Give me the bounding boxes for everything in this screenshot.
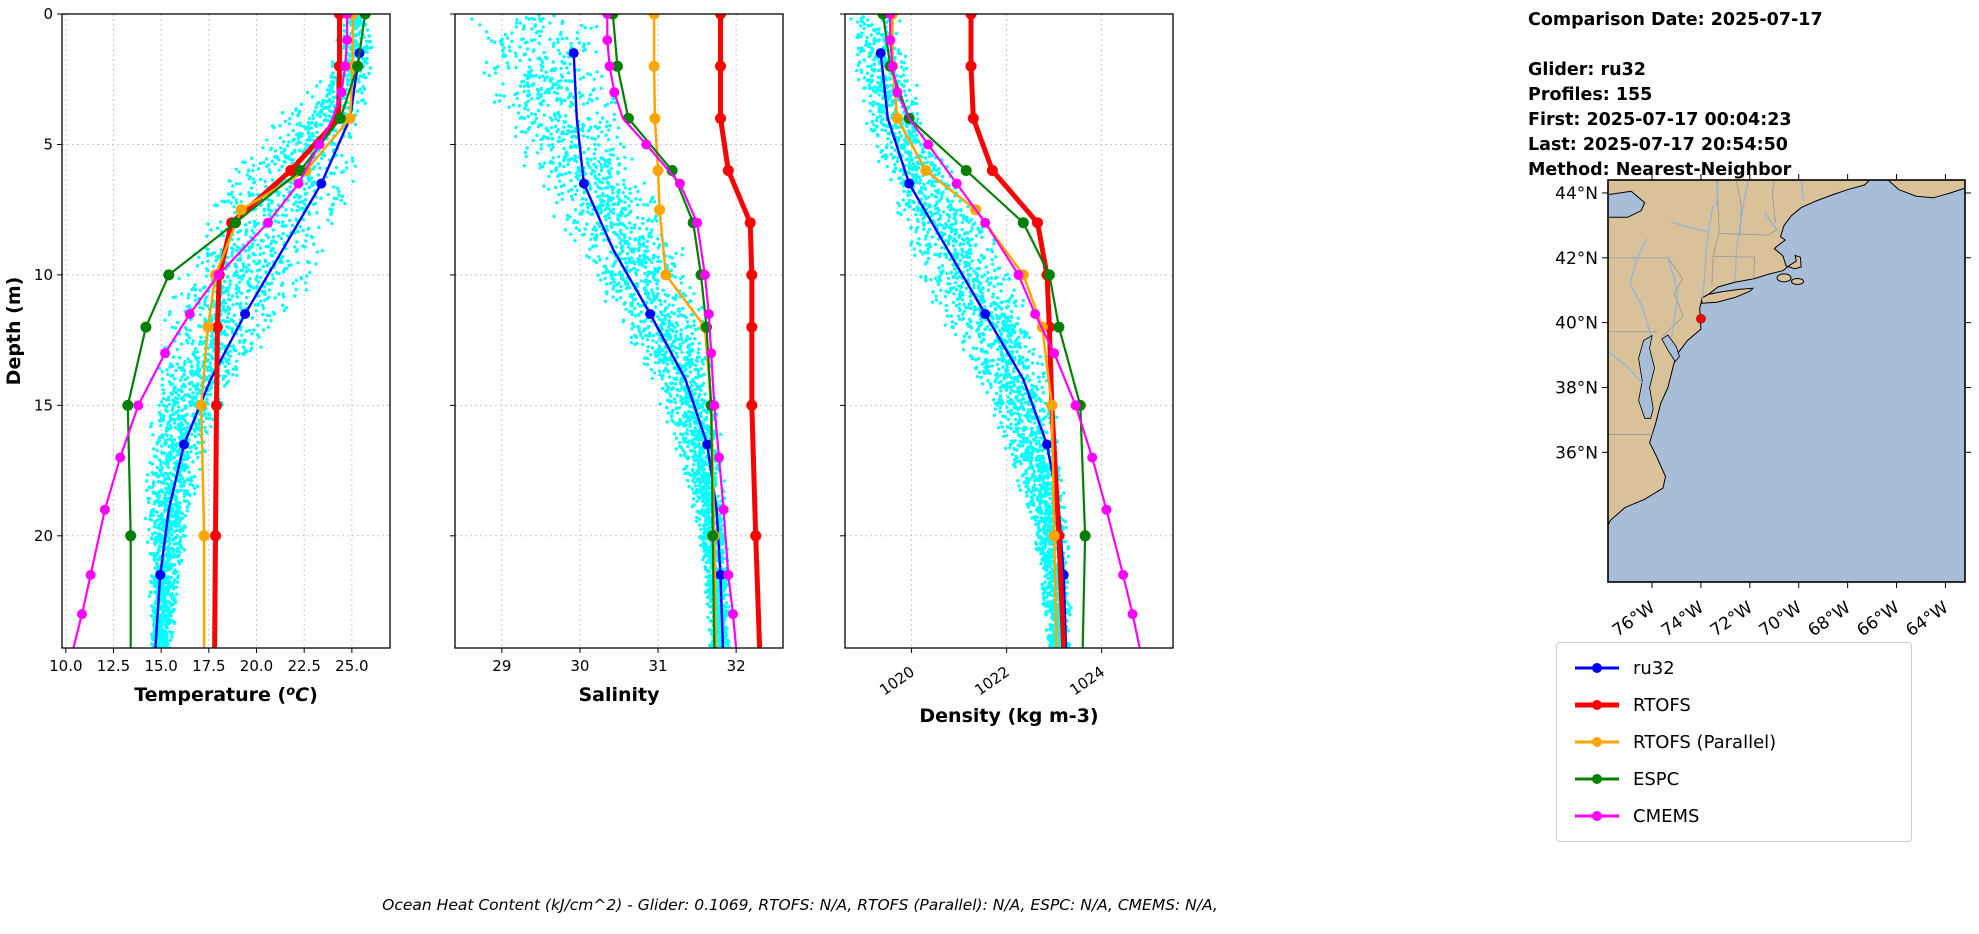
nova-scotia — [1887, 180, 1965, 199]
svg-text:20: 20 — [34, 527, 53, 545]
glider-scatter-points — [470, 14, 732, 648]
legend-line-sample — [1575, 772, 1619, 786]
legend: ru32 RTOFS RTOFS (Parallel) ESPC CMEMS — [1556, 642, 1912, 842]
series-cmems — [602, 14, 738, 648]
chesapeake-bay — [1638, 334, 1655, 419]
series-espc — [122, 14, 371, 648]
glider-id-text: Glider: ru32 — [1528, 60, 1646, 80]
temperature-axis-label: Temperature (oC) — [134, 684, 318, 706]
river — [1671, 221, 1709, 233]
state-border — [1771, 180, 1776, 223]
axes-frame — [61, 13, 391, 649]
density-axis-label: Density (kg m-3) — [919, 705, 1098, 727]
legend-label: ESPC — [1633, 768, 1680, 790]
series-cmems — [885, 14, 1141, 648]
last-profile-time-text: Last: 2025-07-17 20:54:50 — [1528, 135, 1788, 155]
profiles-count-text: Profiles: 155 — [1528, 85, 1653, 105]
lake-ontario — [1608, 190, 1646, 218]
density-panel: 1020 1022 1024 Density (kg m-3) — [840, 13, 1174, 727]
legend-item-ru32: ru32 — [1575, 655, 1893, 681]
legend-label: ru32 — [1633, 657, 1675, 679]
x-axis-ticks: 10.0 12.5 15.0 17.5 20.0 22.5 25.0 — [49, 648, 369, 675]
river — [1629, 238, 1652, 336]
glider-scatter-points — [143, 14, 374, 648]
delaware-bay — [1661, 334, 1680, 363]
series-ru32 — [568, 48, 726, 648]
state-border — [1753, 257, 1756, 279]
first-profile-time-text: First: 2025-07-17 00:04:23 — [1528, 110, 1792, 130]
state-border — [1719, 229, 1777, 236]
info-panel: Comparison Date: 2025-07-17 Glider: ru32… — [1528, 8, 1823, 183]
svg-text:22.5: 22.5 — [287, 657, 320, 675]
salinity-panel: 29 30 31 32 Salinity — [450, 13, 784, 706]
legend-line-sample — [1575, 698, 1619, 712]
river — [1608, 351, 1643, 384]
legend-item-espc: ESPC — [1575, 766, 1893, 792]
y-axis-ticks — [450, 13, 455, 537]
river — [1716, 180, 1719, 206]
axes-frame — [454, 13, 784, 649]
series-rtofs — [715, 14, 763, 648]
glider-position-marker — [1696, 313, 1706, 324]
legend-item-rtofs: RTOFS — [1575, 692, 1893, 718]
map-frame — [1607, 179, 1966, 583]
state-border — [1711, 256, 1714, 286]
svg-text:10: 10 — [34, 266, 53, 284]
comparison-date-text: Comparison Date: 2025-07-17 — [1528, 10, 1823, 30]
island — [1776, 273, 1792, 283]
river — [1763, 212, 1779, 232]
map-features — [1608, 180, 1965, 526]
svg-text:15: 15 — [34, 396, 53, 414]
svg-text:15.0: 15.0 — [144, 657, 177, 675]
legend-item-cmems: CMEMS — [1575, 803, 1893, 829]
river — [1734, 180, 1750, 282]
y-axis-ticks: 0 5 10 15 20 — [34, 5, 62, 545]
salinity-axis-label: Salinity — [578, 684, 660, 706]
x-axis-ticks: 1020 1022 1024 — [876, 648, 1108, 699]
island — [1791, 277, 1805, 285]
svg-text:5: 5 — [43, 135, 53, 153]
svg-text:0: 0 — [43, 5, 53, 23]
river — [1667, 257, 1679, 338]
svg-text:25.0: 25.0 — [335, 657, 368, 675]
svg-text:20.0: 20.0 — [240, 657, 273, 675]
svg-text:12.5: 12.5 — [97, 657, 130, 675]
legend-label: RTOFS (Parallel) — [1633, 731, 1777, 753]
method-text: Method: Nearest-Neighbor — [1528, 160, 1792, 180]
axes-frame — [844, 13, 1174, 649]
legend-label: RTOFS — [1633, 694, 1691, 716]
legend-line-sample — [1575, 661, 1619, 675]
legend-label: CMEMS — [1633, 805, 1700, 827]
series-cmems — [72, 14, 353, 648]
series-ru32 — [154, 48, 365, 648]
x-axis-ticks: 29 30 31 32 — [492, 648, 746, 675]
latitude-ticks: 44°N42°N40°N38°N36°N — [1555, 184, 1971, 463]
legend-line-sample — [1575, 809, 1619, 823]
map-inset: 44°N42°N40°N38°N36°N76°W74°W72°W70°W68°W… — [1555, 174, 1971, 641]
y-axis-ticks — [840, 13, 845, 537]
ocean-heat-content-caption: Ocean Heat Content (kJ/cm^2) - Glider: 0… — [382, 896, 1218, 914]
river — [1800, 180, 1805, 202]
profile-charts: 10.0 12.5 15.0 17.5 20.0 22.5 25.0 0 5 10 15 20 Temp… — [3, 5, 1174, 727]
state-border — [1662, 257, 1684, 336]
depth-axis-label: Depth (m) — [3, 277, 25, 386]
state-border — [1713, 255, 1755, 258]
legend-line-sample — [1575, 735, 1619, 749]
svg-text:17.5: 17.5 — [192, 657, 225, 675]
long-island — [1700, 287, 1755, 304]
temperature-panel: 10.0 12.5 15.0 17.5 20.0 22.5 25.0 0 5 10 15 20 Temp… — [34, 5, 391, 706]
river — [1701, 205, 1714, 301]
svg-text:10.0: 10.0 — [49, 657, 82, 675]
legend-item-rtofs-parallel: RTOFS (Parallel) — [1575, 729, 1893, 755]
